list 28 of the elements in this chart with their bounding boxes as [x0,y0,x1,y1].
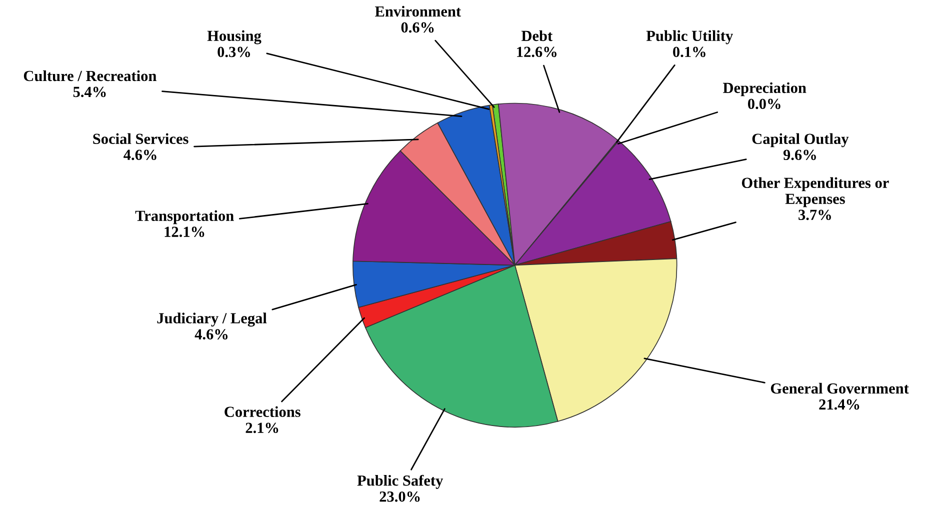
data-label: 3.7% [798,210,831,220]
text: 0.0% [748,98,780,110]
data-label: 12.1% [164,226,204,238]
data-label: 2.1% [246,422,278,434]
data-label: 21.4% [819,399,860,410]
data-label: 0.1% [673,46,706,58]
data-label: 12.6% [517,46,556,58]
data-label: 9.6% [783,150,816,160]
slice-label: Transportation [135,210,234,224]
slice-label: Debt [521,30,553,42]
category-label: Depreciation [722,82,806,96]
data-label: 0.3% [218,46,250,58]
slice-label: Public Utility [646,30,733,44]
data-label: 4.6% [124,150,156,160]
data-label: 5.4% [73,86,106,98]
slice-label: Corrections [224,406,300,418]
slice-label: Public Safety [357,474,444,489]
slice-label: Capital Outlay [752,133,849,148]
slice-label: Culture / Recreation [24,70,156,82]
data-label: 23.0% [380,491,420,502]
slice-label: Judiciary / Legal [157,312,267,327]
slice-label: General Government [770,382,909,394]
data-label: 4.6% [194,329,228,340]
slice-label: Other Expenditures or Expenses [742,177,889,208]
slice-label: Social Services [93,133,188,144]
slice-label: Environment [375,6,461,17]
data-label: 0.6% [401,22,434,33]
slice-label: Housing [207,30,262,44]
